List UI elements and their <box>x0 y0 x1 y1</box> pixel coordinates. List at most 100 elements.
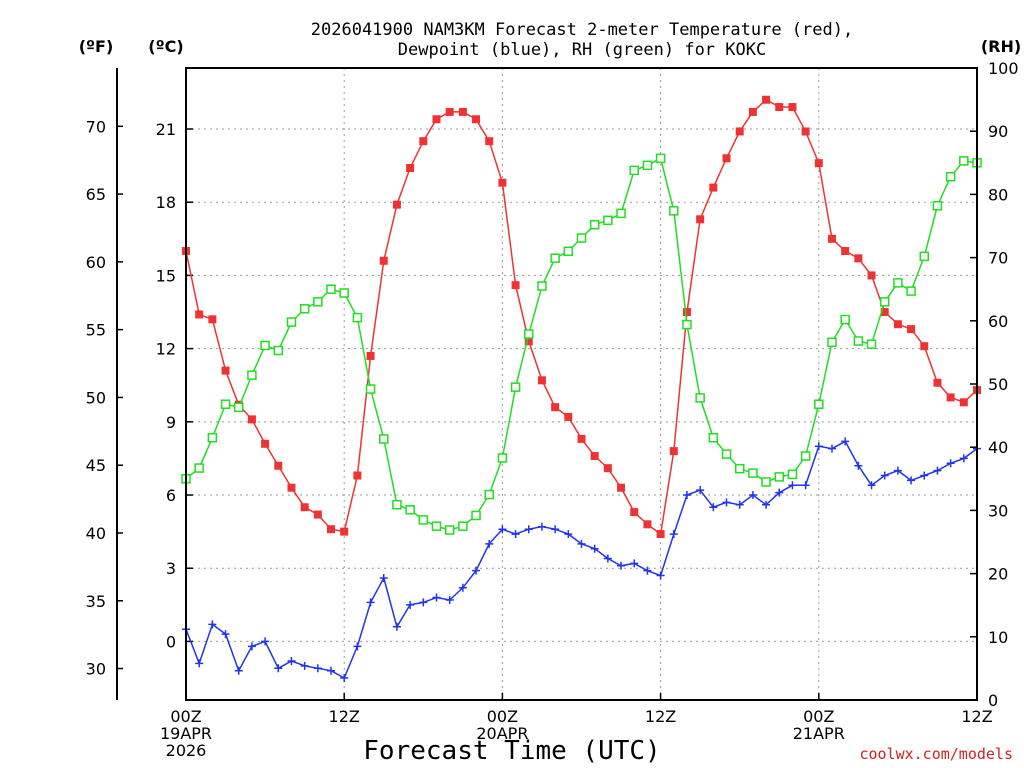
dewpoint-point <box>432 593 441 602</box>
celsius-tick-label: 15 <box>156 266 176 285</box>
temperature-point <box>959 398 968 407</box>
temperature-point <box>313 510 322 519</box>
rh-point <box>695 393 705 403</box>
rh-tick-label: 30 <box>988 501 1008 520</box>
celsius-tick-label: 6 <box>166 486 176 505</box>
grid <box>186 68 977 700</box>
rh-tick-label: 50 <box>988 375 1008 394</box>
temperature-point <box>261 439 270 448</box>
dewpoint-point <box>485 539 494 548</box>
rh-point <box>339 288 349 298</box>
dewpoint-point <box>353 642 362 651</box>
dewpoint-point <box>762 500 771 509</box>
dewpoint-line <box>185 440 978 680</box>
time-tick-label: 19APR <box>160 724 212 743</box>
temperature-point <box>590 451 599 460</box>
dewpoint-point <box>788 481 797 490</box>
rh-point <box>576 233 587 243</box>
fahrenheit-tick-label: 45 <box>86 456 106 475</box>
celsius-tick-label: 18 <box>156 193 176 212</box>
dewpoint-point <box>893 466 902 475</box>
rh-tick-label: 70 <box>988 249 1008 268</box>
rh-point <box>603 215 613 226</box>
rh-point <box>405 505 415 515</box>
dewpoint-point <box>234 666 243 675</box>
temperature-point <box>300 503 309 512</box>
time-tick-label: 21APR <box>793 724 845 743</box>
temperature-point <box>775 103 784 112</box>
dewpoint-point <box>946 459 955 468</box>
rh-point <box>945 171 956 182</box>
temperature-point <box>445 107 454 116</box>
rh-axis: 0 10 20 30 40 50 60 70 80 90 100 <box>970 59 1019 710</box>
rh-point <box>787 469 798 480</box>
dewpoint-point <box>195 659 204 668</box>
temperature-point <box>564 412 573 421</box>
plot-frame <box>185 67 978 701</box>
dewpoint-point <box>221 630 230 639</box>
rh-point <box>260 340 270 351</box>
temperature-point <box>511 281 520 290</box>
dewpoint-point <box>327 666 336 675</box>
rh-point <box>286 317 297 327</box>
temperature-point <box>893 320 902 329</box>
dewpoint-point <box>696 486 705 495</box>
rh-point <box>708 432 719 443</box>
temperature-point <box>379 256 388 265</box>
chart-title-line-1: 2026041900 NAM3KM Forecast 2-meter Tempe… <box>311 20 853 40</box>
rh-point <box>313 297 323 307</box>
dewpoint-point <box>775 488 784 497</box>
temperature-point <box>353 471 362 480</box>
rh-point <box>524 329 534 339</box>
temperature-point <box>287 483 296 492</box>
dewpoint-point <box>748 491 757 500</box>
rh-point <box>444 525 455 535</box>
rh-point <box>814 399 824 409</box>
dewpoint-point <box>406 600 415 609</box>
temperature-point <box>551 403 560 412</box>
temperature-point <box>946 393 955 402</box>
rh-point <box>233 402 244 413</box>
temperature-point <box>498 178 507 187</box>
rh-point <box>682 319 692 330</box>
rh-point <box>550 253 560 263</box>
temperature-point <box>524 337 533 346</box>
fahrenheit-unit-label: (ºF) <box>79 37 114 56</box>
temperature-point <box>709 183 718 192</box>
temperature-point <box>327 525 336 534</box>
celsius-tick-label: 0 <box>166 632 176 651</box>
time-tick-label: 2026 <box>166 741 207 760</box>
rh-point <box>326 284 336 294</box>
temperature-point <box>485 137 494 146</box>
rh-point <box>774 472 784 482</box>
rh-point <box>866 339 877 349</box>
dewpoint-point <box>379 573 388 582</box>
rh-point <box>655 153 666 164</box>
rh-point <box>919 251 930 262</box>
temperature-point <box>748 107 757 116</box>
celsius-tick-label: 21 <box>156 120 176 139</box>
rh-tick-label: 100 <box>988 59 1019 78</box>
rh-point <box>893 278 903 288</box>
rh-point <box>299 304 310 314</box>
dewpoint-point <box>537 522 546 531</box>
temperature-point <box>432 115 441 124</box>
dewpoint-point <box>511 530 520 539</box>
rh-point <box>273 345 284 356</box>
temperature-point <box>696 215 705 224</box>
temperature-point <box>880 308 889 317</box>
fahrenheit-tick-label: 40 <box>86 524 106 543</box>
temperature-point <box>577 434 586 443</box>
dewpoint-point <box>669 530 678 539</box>
dewpoint-point <box>564 530 573 539</box>
temperature-point <box>722 154 731 163</box>
temperature-point <box>458 107 467 116</box>
dewpoint-point <box>419 598 428 607</box>
dewpoint-point <box>959 454 968 463</box>
dewpoint-point <box>617 561 626 570</box>
rh-point <box>761 477 771 487</box>
temperature-point <box>920 342 929 351</box>
temperature-point <box>472 115 481 124</box>
rh-point <box>431 521 442 531</box>
dewpoint-point <box>682 491 691 500</box>
